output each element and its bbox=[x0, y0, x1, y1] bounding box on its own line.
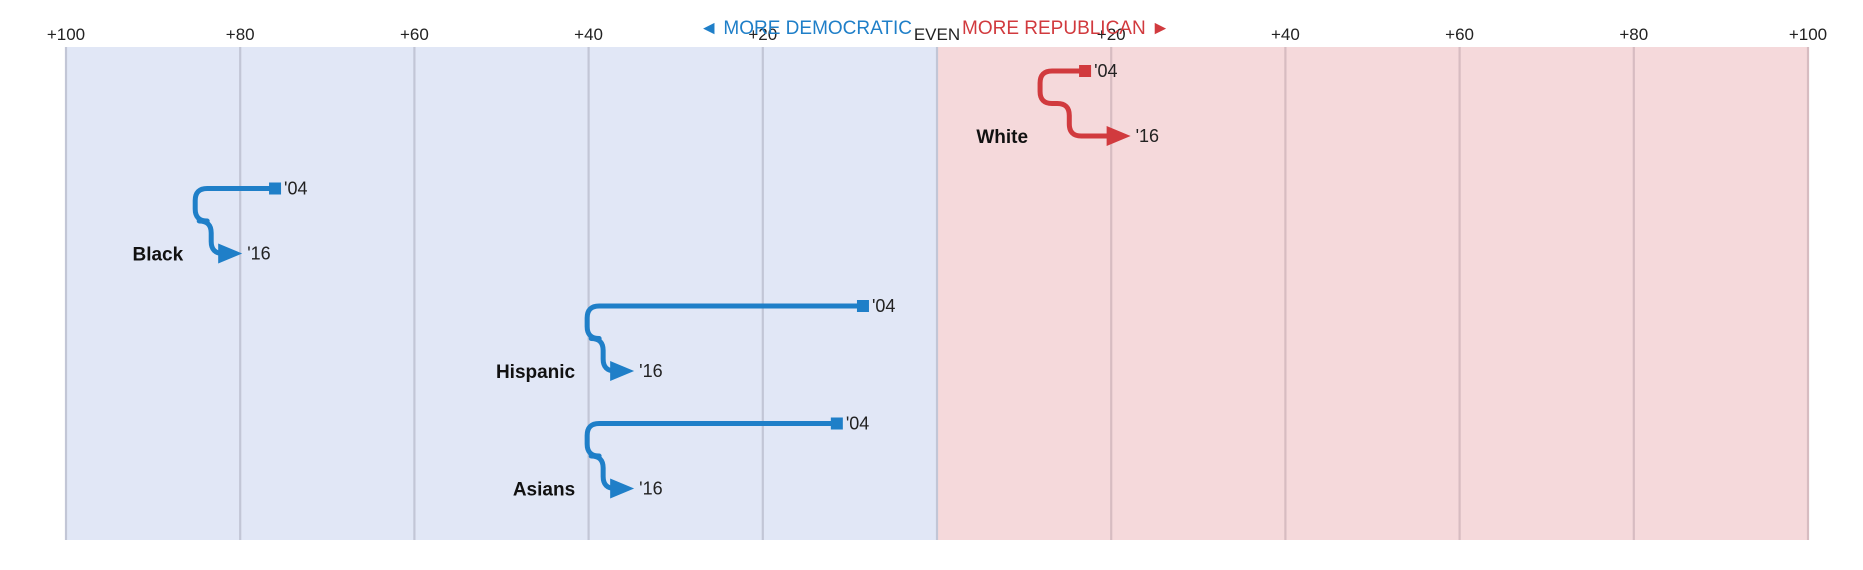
x-axis-tick-labels: +100 +80 +60 +40 +20 EVEN +20 +40 +60 +80 +100 bbox=[47, 25, 1827, 44]
group-label: Black bbox=[132, 245, 183, 266]
x-tick-label: EVEN bbox=[914, 25, 960, 44]
group-label: White bbox=[976, 127, 1028, 148]
start-year-label: '04 bbox=[846, 414, 869, 434]
start-year-label: '04 bbox=[284, 179, 307, 199]
start-year-label: '04 bbox=[1094, 61, 1117, 81]
end-year-label: '16 bbox=[247, 244, 270, 264]
democratic-background bbox=[66, 47, 937, 540]
x-tick-label: +60 bbox=[400, 25, 429, 44]
x-tick-label: +40 bbox=[1271, 25, 1300, 44]
series-path bbox=[584, 303, 863, 374]
x-tick-label: +40 bbox=[574, 25, 603, 44]
start-year-label: '04 bbox=[872, 296, 895, 316]
series-white: '04 '16 White bbox=[976, 61, 1159, 148]
start-marker bbox=[830, 417, 843, 430]
x-tick-label: +20 bbox=[748, 25, 777, 44]
republican-background bbox=[937, 47, 1808, 540]
end-arrowhead bbox=[610, 361, 635, 381]
gridlines bbox=[64, 47, 1810, 540]
series-path bbox=[192, 186, 276, 256]
x-tick-label: +20 bbox=[1097, 25, 1126, 44]
start-marker bbox=[1079, 65, 1092, 77]
series-asians: '04 '16 Asians bbox=[513, 414, 869, 501]
start-marker bbox=[856, 300, 869, 312]
x-tick-label: +60 bbox=[1445, 25, 1474, 44]
series-path bbox=[1037, 68, 1109, 139]
end-year-label: '16 bbox=[639, 479, 662, 499]
x-tick-label: +100 bbox=[1789, 25, 1827, 44]
x-tick-label: +100 bbox=[47, 25, 85, 44]
end-year-label: '16 bbox=[639, 361, 662, 381]
x-tick-label: +80 bbox=[1619, 25, 1648, 44]
end-year-label: '16 bbox=[1136, 126, 1159, 146]
end-arrowhead bbox=[610, 478, 635, 499]
start-marker bbox=[269, 182, 282, 195]
series-hispanic: '04 '16 Hispanic bbox=[496, 296, 895, 383]
group-label: Hispanic bbox=[496, 362, 576, 383]
end-arrowhead bbox=[218, 243, 243, 264]
series-path bbox=[584, 421, 837, 491]
end-arrowhead bbox=[1106, 126, 1131, 146]
more-republican-label: MORE REPUBLICAN ► bbox=[962, 18, 1170, 39]
series-black: '04 '16 Black bbox=[132, 179, 307, 266]
x-tick-label: +80 bbox=[226, 25, 255, 44]
series-layer: '04'16White'04'16Black'04'16Hispanic'04'… bbox=[132, 61, 1159, 501]
group-label: Asians bbox=[513, 480, 575, 501]
more-democratic-label: ◄ MORE DEMOCRATIC bbox=[699, 18, 912, 39]
